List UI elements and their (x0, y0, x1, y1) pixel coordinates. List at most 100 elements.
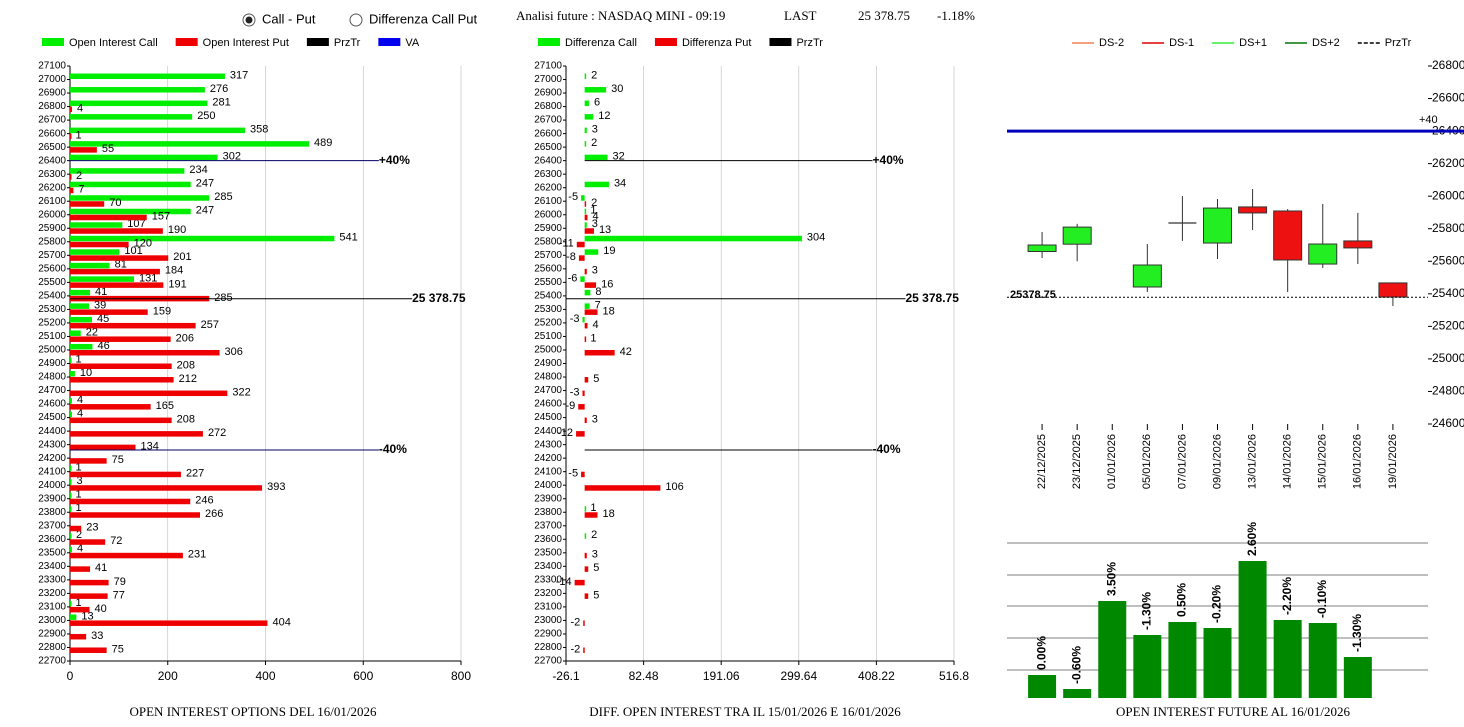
y-tick-label: 24700 (534, 385, 562, 396)
radio-dot[interactable] (245, 16, 253, 24)
y-tick-label: 26200 (1432, 156, 1464, 170)
bar (70, 249, 120, 255)
x-tick-label: 0 (67, 669, 74, 683)
y-tick-label: 24800 (1432, 384, 1464, 398)
value-label: 2 (591, 197, 597, 209)
bar (70, 593, 108, 599)
y-tick-label: 23400 (38, 561, 66, 572)
y-tick-label: 23400 (534, 561, 562, 572)
y-tick-label: 23700 (534, 520, 562, 531)
y-tick-label: 26100 (534, 196, 562, 207)
bar (584, 289, 591, 296)
value-label: 3 (592, 124, 598, 136)
bar (584, 154, 608, 161)
y-tick-label: 23500 (38, 547, 66, 558)
y-tick-label: 22900 (38, 629, 66, 640)
y-tick-label: 26200 (38, 182, 66, 193)
ref-label: +40% (873, 153, 904, 167)
bar (584, 235, 802, 242)
x-tick-label: 200 (158, 669, 178, 683)
legend-label: Open Interest Put (203, 37, 289, 49)
bar (584, 268, 587, 275)
candle-body (1132, 264, 1162, 288)
y-tick-label: 22800 (38, 642, 66, 653)
value-label: -14 (556, 576, 572, 588)
x-tick-label: 05/01/2026 (1141, 434, 1153, 489)
bar (70, 316, 92, 323)
legend-swatch (42, 38, 64, 46)
x-tick-label: 09/01/2026 (1211, 434, 1223, 489)
y-tick-label: 25300 (534, 304, 562, 315)
y-tick-label: 23900 (38, 493, 66, 504)
bar (70, 485, 263, 491)
y-tick-label: 25300 (38, 304, 66, 315)
y-tick-label: 26400 (38, 155, 66, 166)
ref-label: +40 (1419, 114, 1438, 126)
value-label: 541 (339, 232, 357, 244)
bar (70, 343, 93, 350)
change: -1.18% (937, 8, 975, 23)
x-tick-label: -26.1 (552, 669, 580, 683)
legend-label: DS+1 (1239, 37, 1267, 49)
bar (584, 593, 589, 599)
value-label: 79 (114, 576, 126, 588)
y-tick-label: 24400 (38, 426, 66, 437)
y-tick-label: 23200 (534, 588, 562, 599)
x-tick-label: 16/01/2026 (1352, 434, 1364, 489)
bar (70, 566, 91, 572)
bar (70, 114, 193, 120)
bar (70, 330, 81, 336)
bar (70, 349, 220, 356)
bar (70, 411, 72, 418)
value-label: 157 (152, 211, 170, 223)
bar (70, 289, 91, 296)
bar (583, 620, 585, 626)
candle-body (1378, 282, 1408, 298)
value-label: -9 (565, 400, 575, 412)
value-label: 134 (140, 441, 158, 453)
bar (584, 222, 587, 228)
value-label: 3 (592, 549, 598, 561)
bar (70, 633, 87, 640)
y-tick-label: 24500 (534, 412, 562, 423)
value-label: 34 (614, 178, 626, 190)
y-tick-label: 26800 (1432, 58, 1464, 72)
radio[interactable] (349, 13, 363, 27)
y-tick-label: 24800 (534, 372, 562, 383)
y-tick-label: 26800 (534, 101, 562, 112)
y-tick-label: 24100 (534, 466, 562, 477)
bar (70, 141, 309, 147)
bar (70, 147, 97, 153)
y-tick-label: 25200 (1432, 319, 1464, 333)
bar (70, 606, 90, 613)
bar (70, 276, 135, 282)
x-tick-label: 299.64 (780, 669, 817, 683)
value-label: 1 (75, 489, 81, 501)
y-tick-label: 25000 (534, 345, 562, 356)
y-tick-label: 26000 (1432, 188, 1464, 202)
y-tick-label: 23300 (38, 575, 66, 586)
radio-label[interactable]: Call - Put (262, 11, 316, 26)
y-tick-label: 25800 (1432, 221, 1464, 235)
bar (70, 512, 201, 518)
value-label: 16 (601, 278, 613, 290)
legend-swatch (654, 38, 677, 46)
x-tick-label: 07/01/2026 (1176, 434, 1188, 489)
bar (582, 390, 585, 397)
candle-body (1308, 243, 1338, 265)
bar (70, 404, 151, 410)
bar (70, 417, 172, 424)
value-label: 1 (75, 597, 81, 609)
bar (584, 566, 589, 572)
y-tick-label: 25100 (534, 331, 562, 342)
legend-label: PrzTr (1385, 37, 1412, 49)
y-tick-label: 24500 (38, 412, 66, 423)
value-label: -2 (570, 616, 580, 628)
legend-label: PrzTr (796, 37, 823, 49)
candle-body (1027, 244, 1057, 253)
y-tick-label: 23800 (534, 507, 562, 518)
value-label: 404 (272, 616, 290, 628)
value-label: 75 (112, 643, 124, 655)
radio-label[interactable]: Differenza Call Put (369, 11, 478, 26)
